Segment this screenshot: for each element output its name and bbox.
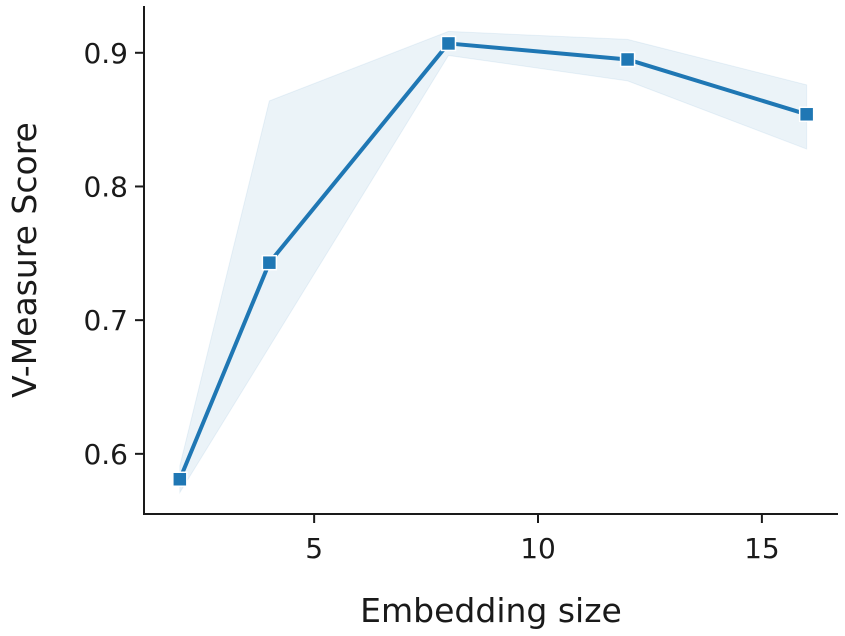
data-point-marker <box>440 35 457 52</box>
x-tick-label: 15 <box>744 532 780 565</box>
y-tick-label: 0.6 <box>83 438 128 471</box>
ticks: 0.6 0.7 0.8 0.9 5 10 15 <box>83 37 779 565</box>
data-point-marker <box>798 106 815 123</box>
y-tick-label: 0.7 <box>83 304 128 337</box>
y-tick-label: 0.8 <box>83 170 128 203</box>
data-point-marker <box>619 51 636 68</box>
data-point-marker <box>172 471 188 487</box>
y-axis-title: V-Measure Score <box>5 122 44 398</box>
confidence-band <box>179 30 808 495</box>
data-point-marker <box>261 254 278 271</box>
x-axis-title: Embedding size <box>360 591 622 630</box>
x-tick-label: 5 <box>305 532 323 565</box>
axes <box>143 6 838 515</box>
y-tick-label: 0.9 <box>83 37 128 70</box>
x-tick-label: 10 <box>520 532 556 565</box>
plot-area <box>172 30 815 495</box>
